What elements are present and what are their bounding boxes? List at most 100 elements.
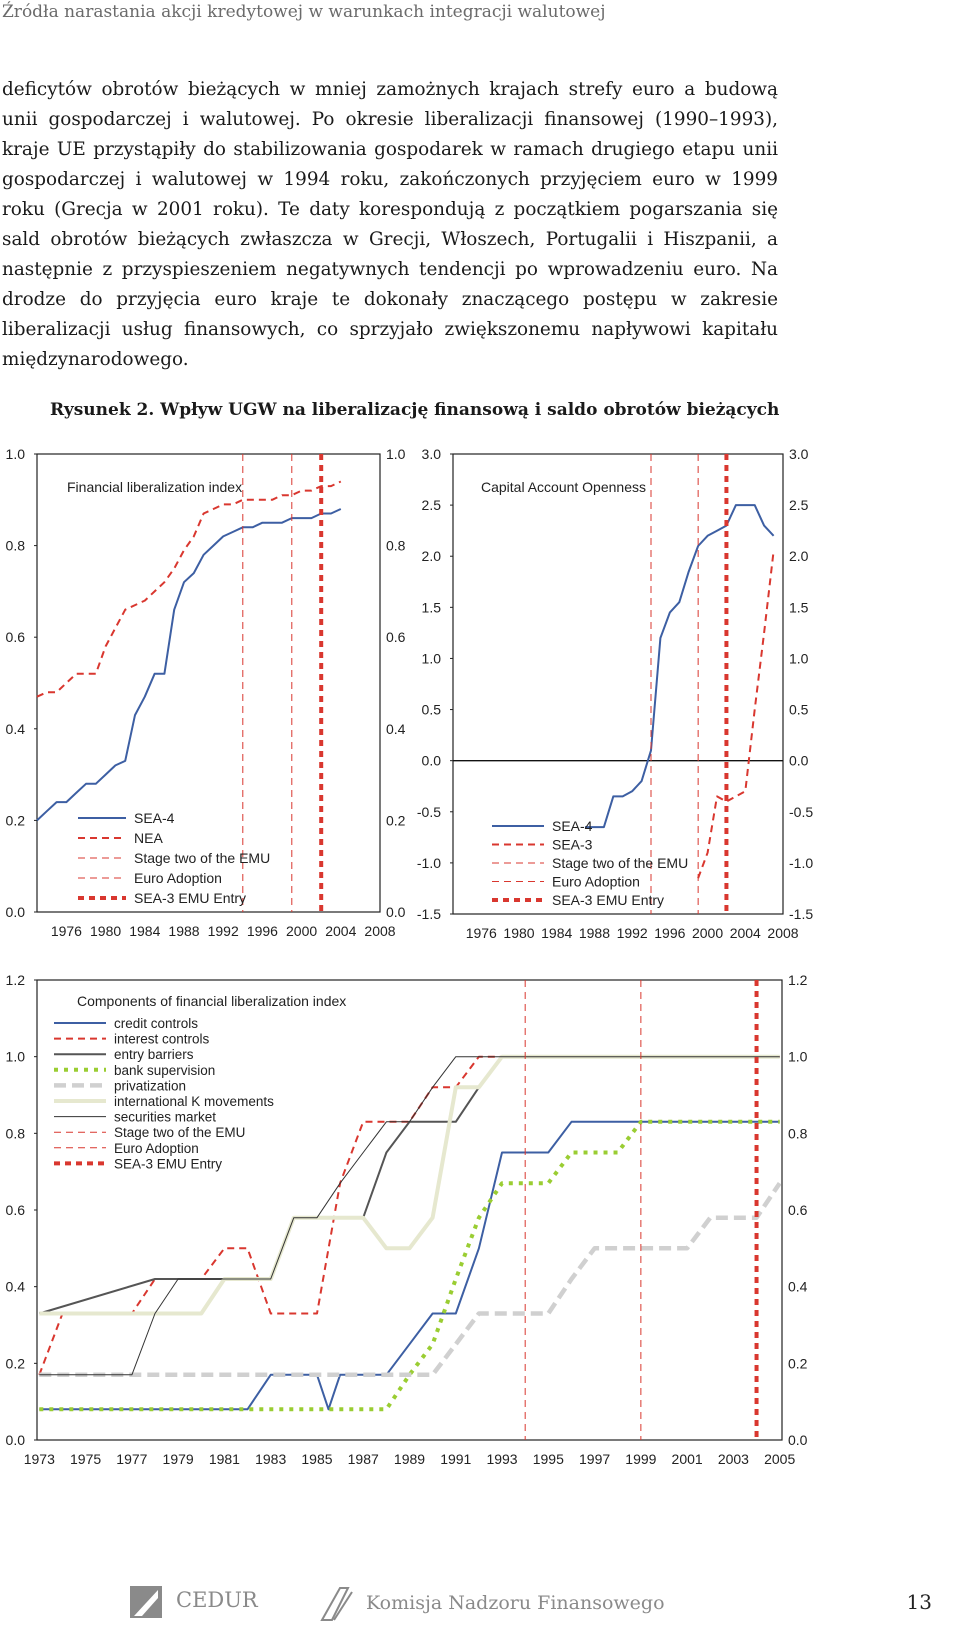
legend-label: credit controls [114, 1016, 198, 1031]
x-tick-label: 1988 [168, 923, 199, 939]
x-tick-label: 1976 [51, 923, 82, 939]
y-tick-label-left: 1.0 [6, 1049, 26, 1065]
y-tick-label-left: 0.2 [6, 812, 26, 828]
x-tick-label: 1996 [247, 923, 278, 939]
series-sea-4 [36, 508, 342, 822]
page-number: 13 [906, 1590, 932, 1614]
x-tick-label: 2004 [325, 923, 356, 939]
y-tick-label-left: 0.0 [422, 753, 442, 769]
x-tick-label: 1983 [255, 1451, 286, 1467]
x-tick-label: 1977 [116, 1451, 147, 1467]
y-tick-label-left: 0.4 [6, 721, 26, 737]
y-tick-label-right: 1.0 [386, 446, 406, 462]
x-tick-label: 1991 [440, 1451, 471, 1467]
y-tick-label-left: 0.0 [6, 1432, 26, 1448]
legend-label: Euro Adoption [552, 874, 640, 890]
knf-logo-icon [320, 1587, 353, 1621]
x-tick-label: 1980 [90, 923, 121, 939]
y-tick-label-left: 0.6 [6, 629, 26, 645]
y-tick-label-right: 0.4 [386, 721, 406, 737]
y-tick-label-right: 0.0 [386, 904, 406, 920]
y-tick-label-right: 0.4 [788, 1279, 808, 1295]
y-tick-label-left: 1.2 [6, 972, 26, 988]
y-tick-label-right: 1.2 [788, 972, 808, 988]
legend-label: SEA-3 EMU Entry [114, 1156, 222, 1171]
y-tick-label-left: 3.0 [422, 446, 442, 462]
x-tick-label: 2001 [672, 1451, 703, 1467]
series-sea-4 [585, 504, 775, 829]
legend-label: securities market [114, 1110, 216, 1125]
x-tick-label: 1989 [394, 1451, 425, 1467]
x-tick-label: 2003 [718, 1451, 749, 1467]
x-tick-label: 2008 [767, 925, 798, 941]
legend-label: entry barriers [114, 1047, 194, 1062]
y-tick-label-right: 2.5 [789, 497, 809, 513]
x-tick-label: 1992 [208, 923, 239, 939]
chart-title: Capital Account Openness [481, 479, 646, 495]
x-tick-label: 2000 [692, 925, 723, 941]
x-tick-label: 1992 [617, 925, 648, 941]
legend-label: bank supervision [114, 1063, 215, 1078]
y-tick-label-right: 1.0 [788, 1049, 808, 1065]
legend-label: Stage two of the EMU [552, 855, 688, 871]
knf-logo-text: Komisja Nadzoru Finansowego [366, 1592, 665, 1614]
chart-capital-account-openness: -1.5 -1.5 -1.0 -1.0 -0.5 -0.5 0.0 0.0 0.5 0.5 1.0 1… [417, 446, 813, 941]
y-tick-label-right: 1.0 [789, 650, 809, 666]
y-tick-label-right: 0.6 [788, 1202, 808, 1218]
x-tick-label: 1995 [533, 1451, 564, 1467]
chart-title: Financial liberalization index [67, 479, 242, 495]
x-tick-label: 1999 [625, 1451, 656, 1467]
plot-frame [452, 453, 784, 915]
x-tick-label: 2008 [364, 923, 395, 939]
running-header: Źródła narastania akcji kredytowej w war… [2, 2, 606, 22]
x-tick-label: 1993 [486, 1451, 517, 1467]
cedur-logo-text: CEDUR [176, 1588, 258, 1612]
series-bank-supervision [39, 1119, 780, 1412]
figure-caption: Rysunek 2. Wpływ UGW na liberalizację fi… [50, 400, 780, 420]
chart-title: Components of financial liberalization i… [77, 993, 346, 1009]
y-tick-label-right: 1.5 [789, 599, 809, 615]
x-tick-label: 1984 [541, 925, 572, 941]
y-tick-label-left: -0.5 [417, 804, 441, 820]
y-tick-label-left: 0.8 [6, 538, 26, 554]
legend-label: privatization [114, 1078, 186, 1093]
y-tick-label-right: 3.0 [789, 446, 809, 462]
y-tick-label-right: 0.8 [788, 1125, 808, 1141]
y-tick-label-right: 2.0 [789, 548, 809, 564]
series-securities-market [39, 1056, 780, 1376]
y-tick-label-right: 0.0 [788, 1432, 808, 1448]
y-tick-label-left: 1.0 [422, 650, 442, 666]
x-tick-label: 2005 [764, 1451, 795, 1467]
x-tick-label: 1975 [70, 1451, 101, 1467]
x-tick-label: 1985 [301, 1451, 332, 1467]
y-tick-label-right: 0.8 [386, 538, 406, 554]
x-tick-label: 1987 [348, 1451, 379, 1467]
y-tick-label-right: 0.6 [386, 629, 406, 645]
y-tick-label-right: 0.2 [386, 812, 406, 828]
y-tick-label-left: 0.0 [6, 904, 26, 920]
body-paragraph: deficytów obrotów bieżących w mniej zamo… [2, 79, 778, 370]
x-tick-label: 1980 [503, 925, 534, 941]
y-tick-label-left: 0.5 [422, 702, 442, 718]
series-interest-controls [38, 1055, 780, 1376]
x-tick-label: 1996 [654, 925, 685, 941]
chart-components-liberalization: 0.0 0.0 0.2 0.2 0.4 0.4 0.6 0.6 0.8 0.8 1.0 1.0 1.2 1… [6, 972, 808, 1467]
legend-label: Stage two of the EMU [114, 1125, 245, 1140]
legend-label: Euro Adoption [134, 870, 222, 886]
y-tick-label-left: 2.0 [422, 548, 442, 564]
y-tick-label-right: -1.0 [789, 855, 813, 871]
y-tick-label-right: 0.0 [789, 753, 809, 769]
body-text: deficytów obrotów bieżących w mniej zamo… [2, 75, 778, 375]
series-privatization [39, 1181, 782, 1378]
y-tick-label-left: 0.2 [6, 1355, 26, 1371]
y-tick-label-right: 0.5 [789, 702, 809, 718]
legend-label: SEA-3 [552, 837, 593, 853]
y-tick-label-left: 0.8 [6, 1125, 26, 1141]
legend-label: NEA [134, 830, 163, 846]
series-nea [36, 480, 342, 698]
legend-label: SEA-4 [552, 818, 593, 834]
x-tick-label: 2000 [286, 923, 317, 939]
x-tick-label: 1981 [209, 1451, 240, 1467]
cedur-logo-icon [130, 1586, 162, 1618]
y-tick-label-right: -1.5 [789, 906, 813, 922]
